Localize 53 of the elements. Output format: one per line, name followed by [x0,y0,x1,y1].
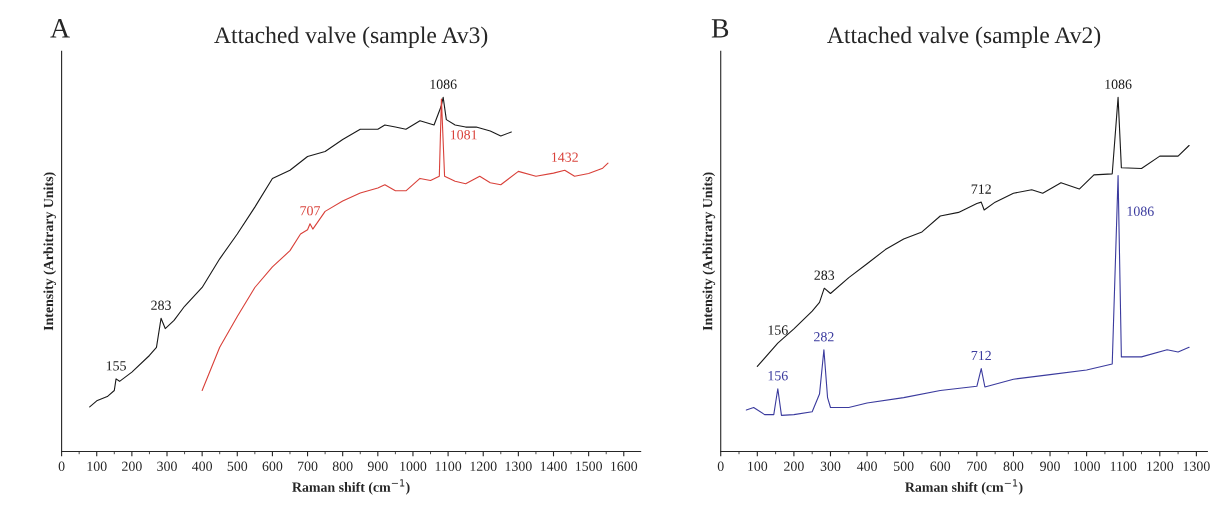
x-tick-label: 1300 [505,461,532,471]
annotation: 707 [300,206,321,216]
annotation: 1086 [1105,79,1132,89]
x-tick-label: 1200 [1147,461,1174,471]
text: A [50,19,70,38]
x-axis-title: Raman shift (cm$^{−1}$) [292,479,410,495]
x-tick-label: 500 [227,461,248,471]
annotation: 1086 [430,79,457,89]
x-axis-title: Raman shift (cm$^{−1}$) [905,479,1023,495]
chart-title: Attached valve (sample Av3) [214,26,488,48]
x-tick-label: 1600 [611,461,638,471]
x-tick-label: 700 [967,461,987,471]
x-tick-label: 900 [1040,461,1060,471]
annotation: 712 [971,184,991,194]
y-axis-title: Intensity (Arbitrary Units) [702,172,716,331]
annotation: 156 [768,325,788,335]
x-tick-label: 1100 [1110,461,1137,471]
x-tick-label: 500 [894,461,914,471]
x-tick-label: 400 [192,461,213,471]
x-tick-label: 600 [262,461,283,471]
annotation: 283 [151,300,171,310]
annotation: 156 [768,371,788,381]
x-tick-label: 300 [157,461,177,471]
annotation: 712 [971,350,991,361]
x-tick-label: 1200 [470,461,497,471]
x-tick-label: 800 [332,461,353,471]
chart-title: Attached valve (sample Av2) [827,26,1101,48]
y-axis-title: Intensity (Arbitrary Units) [43,172,57,331]
x-tick-label: 1000 [1073,461,1100,471]
x-tick-label: 1400 [540,461,567,471]
x-tick-label: 400 [856,461,877,471]
annotation: 1086 [1127,206,1154,216]
x-tick-label: 0 [58,461,65,471]
annotation: 1081 [450,130,477,140]
x-tick-label: 700 [298,461,318,471]
x-tick-label: 800 [1003,461,1024,471]
x-tick-label: 1000 [400,461,427,471]
x-tick-label: 1300 [1183,461,1210,471]
x-tick-label: 1500 [575,461,602,471]
text: B [711,19,729,38]
annotation: 283 [814,270,835,280]
x-tick-label: 300 [820,461,841,471]
x-tick-label: 200 [122,461,142,471]
x-tick-label: 900 [367,461,388,471]
x-tick-label: 0 [717,461,724,471]
annotation: 155 [106,361,126,371]
annotation: 1432 [552,152,578,162]
x-tick-label: 200 [784,461,804,471]
x-tick-label: 100 [748,461,768,471]
x-tick-label: 1100 [435,461,462,471]
x-tick-label: 100 [87,461,107,471]
x-tick-label: 600 [930,461,951,471]
annotation: 282 [814,332,834,342]
